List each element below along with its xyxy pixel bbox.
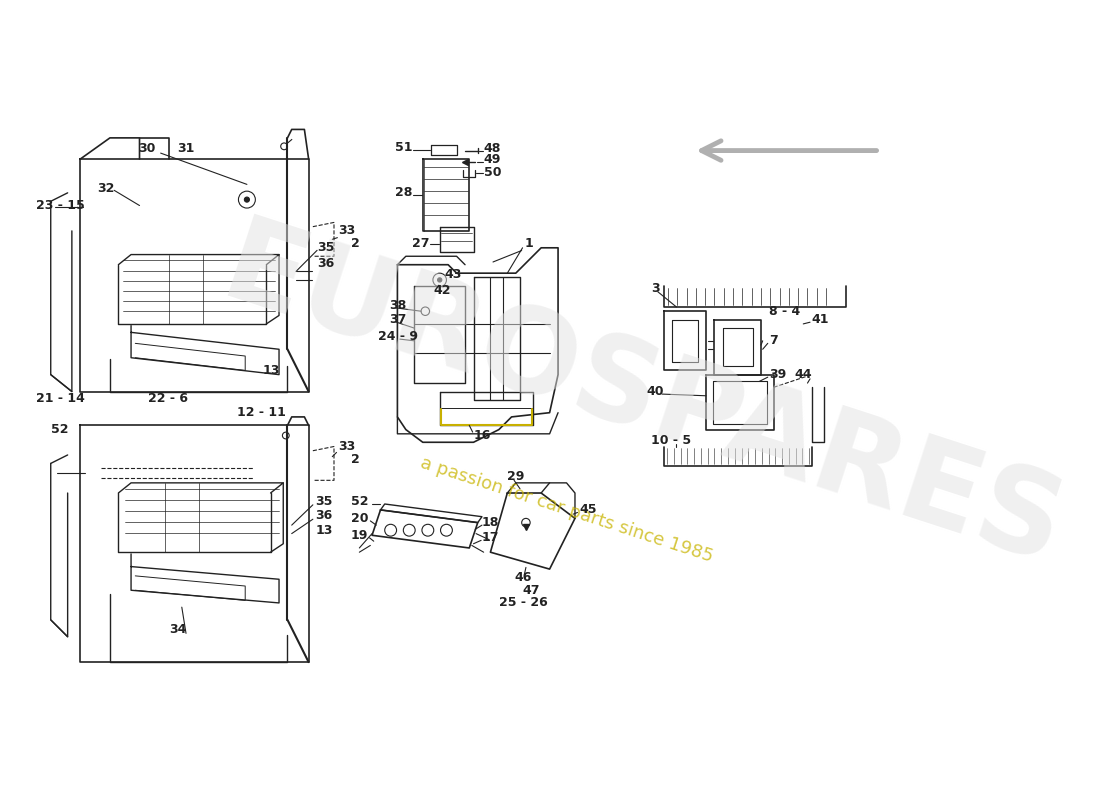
Text: 38: 38 [389,298,406,312]
Text: 49: 49 [484,154,500,166]
Text: 22 - 6: 22 - 6 [148,392,188,405]
Text: 35: 35 [316,495,333,508]
Text: 17: 17 [482,531,499,544]
Text: 2: 2 [351,453,360,466]
Text: 30: 30 [138,142,155,154]
Text: 46: 46 [514,571,531,584]
Text: 41: 41 [812,313,829,326]
Text: 50: 50 [484,166,502,179]
Text: 23 - 15: 23 - 15 [35,199,85,212]
Text: 40: 40 [647,385,664,398]
Text: 16: 16 [473,429,491,442]
Text: 2: 2 [351,237,360,250]
Text: 7: 7 [769,334,778,347]
Text: 28: 28 [395,186,412,199]
Text: 32: 32 [97,182,114,195]
Text: 8 - 4: 8 - 4 [769,305,801,318]
Text: 20: 20 [351,512,369,525]
Text: 48: 48 [484,142,500,154]
Text: 45: 45 [580,503,596,517]
Text: 44: 44 [795,368,812,381]
Text: 12 - 11: 12 - 11 [236,406,286,419]
Text: 52: 52 [51,423,68,436]
Text: 33: 33 [338,224,355,238]
Text: 52: 52 [351,495,369,508]
Text: 29: 29 [507,470,525,482]
Text: EUROSPARES: EUROSPARES [208,210,1077,590]
Text: 47: 47 [522,584,540,597]
Text: 27: 27 [411,237,429,250]
Text: 35: 35 [317,242,334,254]
Text: 43: 43 [444,268,462,282]
Text: 51: 51 [395,141,412,154]
Text: 42: 42 [433,283,451,297]
Text: 18: 18 [482,516,499,529]
Text: 37: 37 [389,313,406,326]
Text: 10 - 5: 10 - 5 [651,434,691,447]
Text: 34: 34 [169,623,187,637]
Text: 13: 13 [316,524,333,537]
Text: 25 - 26: 25 - 26 [499,597,548,610]
Text: 33: 33 [338,440,355,453]
Text: 13: 13 [262,364,279,377]
Text: 36: 36 [317,257,334,270]
Circle shape [438,278,442,282]
Text: 31: 31 [177,142,195,154]
Text: 21 - 14: 21 - 14 [35,392,85,405]
Circle shape [244,197,250,202]
Text: 1: 1 [525,237,533,250]
Text: 39: 39 [769,368,786,381]
Text: 36: 36 [316,510,332,522]
Text: 19: 19 [351,529,369,542]
Text: a passion for car parts since 1985: a passion for car parts since 1985 [418,454,715,566]
Text: 3: 3 [651,282,660,295]
Text: 24 - 9: 24 - 9 [378,330,418,343]
